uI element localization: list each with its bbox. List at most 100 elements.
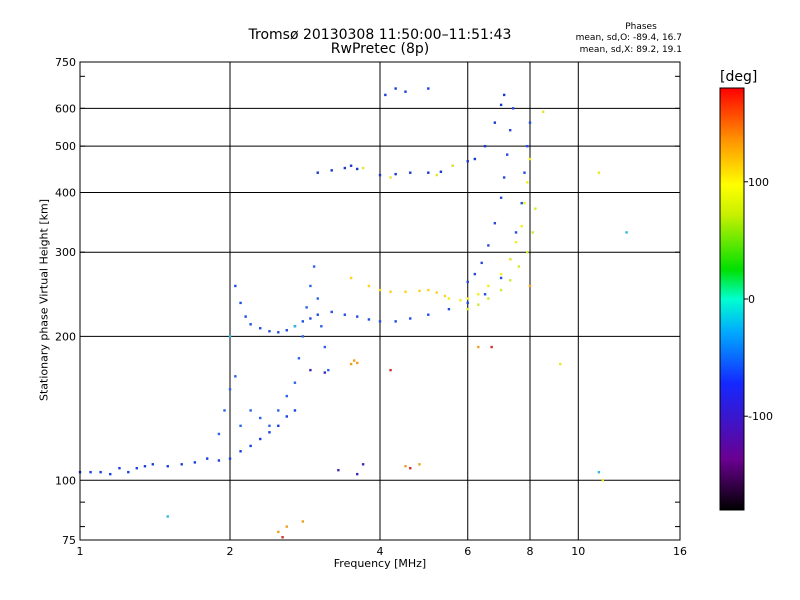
data-point xyxy=(249,444,252,448)
data-point xyxy=(508,128,512,132)
x-tick-label: 4 xyxy=(377,545,384,558)
data-point xyxy=(323,345,327,349)
data-point xyxy=(355,472,359,476)
colorbar-ticks: 100 0 -100 xyxy=(744,176,773,423)
data-point xyxy=(316,313,319,316)
data-point xyxy=(239,301,242,305)
data-point xyxy=(427,87,430,90)
x-tick-label: 1 xyxy=(77,545,84,558)
data-point xyxy=(259,416,262,420)
data-point xyxy=(320,325,323,328)
data-point xyxy=(301,320,305,323)
data-point xyxy=(349,276,353,280)
data-point xyxy=(337,468,340,472)
data-point xyxy=(293,409,297,412)
data-point xyxy=(435,291,438,294)
data-point xyxy=(473,272,477,276)
data-point xyxy=(514,231,518,234)
data-point xyxy=(277,331,280,334)
data-point xyxy=(409,466,412,470)
data-point xyxy=(505,153,509,156)
data-point xyxy=(404,290,407,293)
data-point xyxy=(343,313,347,316)
data-point xyxy=(244,315,247,318)
data-point xyxy=(268,431,271,434)
data-point xyxy=(127,470,130,474)
data-point xyxy=(526,251,529,254)
data-point xyxy=(394,87,397,90)
data-point xyxy=(259,327,262,330)
y-tick-label: 300 xyxy=(55,246,76,259)
data-point xyxy=(135,466,138,470)
data-point xyxy=(143,465,147,468)
data-point xyxy=(285,525,288,528)
x-tick-label: 10 xyxy=(571,545,585,558)
data-point xyxy=(330,169,333,172)
data-point xyxy=(409,317,412,320)
data-point xyxy=(228,335,232,338)
data-point xyxy=(249,323,252,326)
data-point xyxy=(205,457,209,460)
y-tick-label: 600 xyxy=(55,102,76,115)
data-point xyxy=(277,409,280,412)
data-point xyxy=(597,470,601,474)
data-point xyxy=(281,536,284,539)
data-point xyxy=(151,463,155,466)
data-point xyxy=(349,362,353,366)
plot-frame xyxy=(79,61,681,541)
data-point xyxy=(378,288,382,292)
x-axis-label: Frequency [MHz] xyxy=(333,557,427,570)
colorbar-tick-label: 100 xyxy=(748,176,769,189)
data-point xyxy=(483,293,487,296)
y-tick-label: 200 xyxy=(55,330,76,343)
colorbar xyxy=(719,87,745,511)
data-point xyxy=(601,479,605,482)
x-tick-label: 6 xyxy=(464,545,471,558)
data-point xyxy=(249,409,252,412)
data-point xyxy=(309,284,312,288)
phases-x-stats: mean, sd,X: 89.2, 19.1 xyxy=(579,45,682,55)
data-point xyxy=(404,90,407,93)
data-point xyxy=(293,325,297,328)
data-point xyxy=(559,362,562,366)
data-point xyxy=(480,261,483,265)
data-point xyxy=(418,463,421,466)
x-tick-label: 8 xyxy=(527,545,534,558)
data-point xyxy=(466,280,469,284)
data-point xyxy=(502,176,506,179)
data-point xyxy=(477,303,480,306)
data-point xyxy=(349,164,353,167)
data-point xyxy=(520,201,523,205)
data-point xyxy=(277,530,280,534)
data-point xyxy=(305,306,308,309)
data-point xyxy=(89,470,92,474)
data-point xyxy=(508,258,512,261)
data-point xyxy=(427,288,430,292)
data-point xyxy=(483,144,487,148)
data-point xyxy=(259,437,262,441)
colorbar-unit-label: [deg] xyxy=(720,69,758,85)
data-point xyxy=(309,317,312,320)
data-point xyxy=(526,181,529,184)
data-point xyxy=(352,359,356,362)
chart-subtitle: RwPretec (8p) xyxy=(330,41,430,57)
x-tick-label: 2 xyxy=(227,545,234,558)
data-point xyxy=(239,424,242,428)
data-point xyxy=(499,288,503,292)
data-point xyxy=(277,424,280,428)
chart-title: Tromsø 20130308 11:50:00–11:51:43 xyxy=(248,27,512,43)
data-point xyxy=(531,231,534,234)
data-point xyxy=(234,375,237,378)
data-point xyxy=(466,301,469,305)
data-point xyxy=(435,173,438,177)
data-point xyxy=(473,157,477,161)
grid-lines xyxy=(80,62,680,540)
data-point xyxy=(477,345,480,349)
data-point xyxy=(409,171,412,174)
data-point xyxy=(389,368,392,372)
data-point xyxy=(323,371,327,374)
data-point xyxy=(514,240,518,244)
data-point xyxy=(499,272,503,276)
data-point xyxy=(355,361,359,365)
data-point xyxy=(427,313,430,316)
